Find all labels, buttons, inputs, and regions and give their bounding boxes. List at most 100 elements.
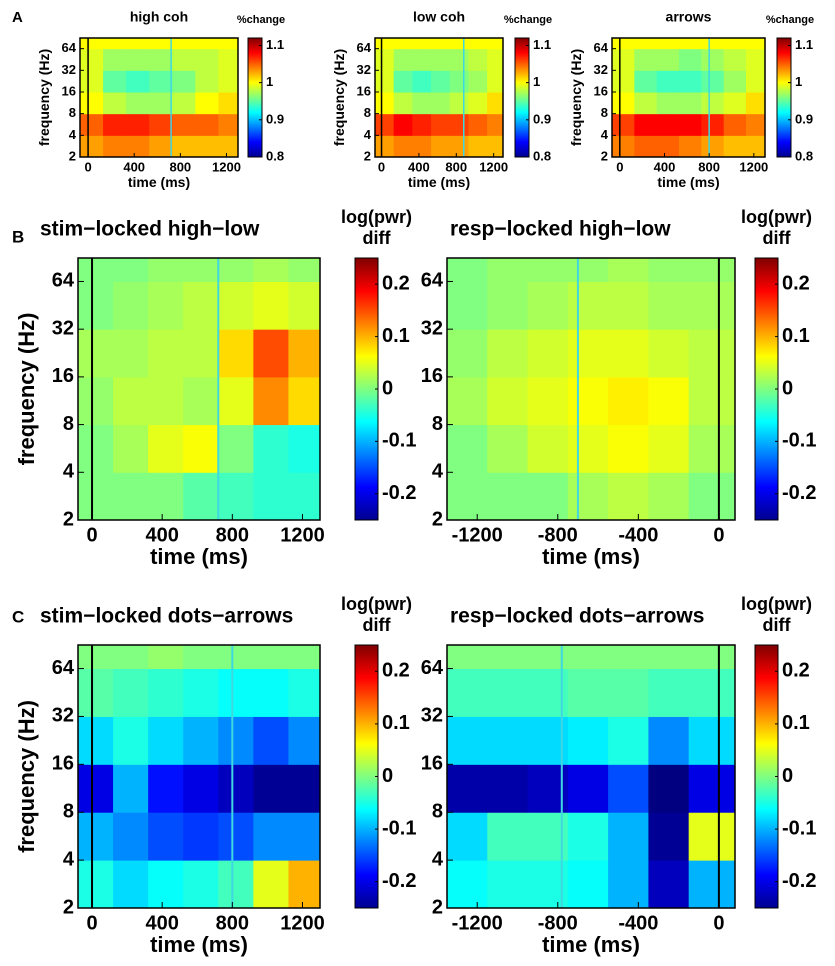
y-tick-label: 64	[421, 657, 444, 679]
y-tick-label: 2	[63, 508, 74, 530]
colorbar-tick-label: 0.1	[782, 325, 810, 347]
heatmap-cell	[288, 258, 321, 282]
heatmap-cell	[412, 48, 432, 71]
heatmap-cell	[701, 91, 725, 115]
heatmap-cell	[103, 91, 127, 115]
heatmap-cell	[608, 764, 649, 813]
heatmap-cell	[183, 258, 219, 282]
heatmap-cell	[113, 716, 149, 765]
heatmap-cell	[487, 258, 529, 282]
heatmap-cell	[447, 281, 488, 330]
heatmap-cell	[634, 135, 658, 158]
heatmap-cell	[608, 258, 649, 282]
heatmap-cell	[723, 48, 747, 71]
colorbar-tick-label: 0.2	[382, 272, 410, 294]
plot-frame	[446, 257, 736, 521]
y-tick-label: 64	[594, 40, 609, 55]
y-tick-label: 8	[432, 413, 443, 435]
panel-title: stim−locked dots−arrows	[40, 605, 293, 628]
y-tick-label: 2	[432, 508, 443, 530]
heatmap-cell	[288, 376, 321, 426]
heatmap-cell	[468, 70, 488, 93]
heatmap-cell	[183, 376, 219, 426]
heatmap-cell	[172, 135, 196, 158]
x-tick-label: -1200	[452, 524, 503, 546]
colorbar-label: %change	[504, 14, 552, 26]
heatmap-cell	[431, 113, 451, 136]
heatmap-cell	[527, 376, 569, 426]
heatmap-cell	[375, 70, 395, 93]
heatmap-cell	[148, 258, 184, 282]
heatmap-cell	[288, 812, 321, 861]
heatmap-cell	[80, 38, 104, 50]
colorbar-tick-label: 1	[266, 74, 273, 89]
heatmap-cell	[487, 135, 504, 158]
heatmap-cell	[218, 645, 254, 670]
x-tick-label: 400	[654, 160, 676, 175]
heatmap-cell	[288, 764, 321, 813]
heatmap-cell	[253, 716, 289, 765]
heatmap-cell	[78, 424, 114, 473]
heatmap-cell	[648, 764, 690, 813]
heatmap-cell	[688, 424, 736, 473]
x-axis-label: time (ms)	[408, 174, 470, 190]
heatmap-cell	[253, 812, 289, 861]
x-tick-label: 0	[378, 160, 385, 175]
colorbar-label: %change	[237, 14, 285, 26]
heatmap-cell	[449, 91, 469, 115]
heatmap-cell	[656, 113, 680, 136]
heatmap-cell	[218, 424, 254, 473]
heatmap-cell	[567, 764, 609, 813]
plot-frame	[446, 644, 736, 909]
x-axis-label: time (ms)	[150, 544, 248, 569]
panel-title: resp−locked high−low	[450, 218, 671, 241]
heatmap-cell	[288, 281, 321, 330]
heatmap-cell	[375, 91, 395, 115]
panel-title: high coh	[130, 9, 188, 25]
heatmap-cell	[218, 281, 254, 330]
heatmap-cell	[723, 70, 747, 93]
heatmap-cell	[612, 48, 635, 71]
heatmap-cell	[447, 424, 488, 473]
y-tick-label: 8	[601, 105, 608, 120]
heatmap-cell	[218, 91, 239, 115]
colorbar-label: log(pwr)	[341, 207, 412, 227]
heatmap-cell	[608, 812, 649, 861]
heatmap-cell	[412, 135, 432, 158]
y-axis-label: frequency (Hz)	[568, 49, 584, 146]
heatmap-cell	[447, 764, 488, 813]
heatmap-cell	[218, 135, 239, 158]
heatmap-cell	[393, 113, 413, 136]
heatmap-cell	[449, 113, 469, 136]
heatmap-cell	[148, 645, 184, 670]
heatmap-cell	[746, 91, 766, 115]
y-tick-label: 64	[52, 270, 75, 292]
plot-frame	[79, 37, 239, 158]
heatmap-cell	[612, 91, 635, 115]
heatmap-cell	[78, 645, 114, 670]
heatmap-cell	[679, 70, 702, 93]
heatmap-cell	[78, 716, 114, 765]
heatmap-cell	[746, 70, 766, 93]
heatmap-cell	[746, 38, 766, 50]
x-tick-label: 0	[616, 160, 623, 175]
heatmap-cell	[218, 113, 239, 136]
heatmap-cell	[487, 113, 504, 136]
colorbar	[776, 37, 792, 158]
heatmap-cell	[253, 764, 289, 813]
heatmap-cell	[195, 38, 219, 50]
panel-title: resp−locked dots−arrows	[450, 605, 704, 628]
heatmap-cell	[253, 281, 289, 330]
heatmap-cell	[183, 716, 219, 765]
heatmap-cell	[648, 329, 690, 378]
heatmap-cell	[183, 424, 219, 473]
colorbar-label: diff	[363, 228, 392, 248]
heatmap-cell	[148, 860, 184, 909]
y-tick-label: 4	[69, 127, 77, 142]
heatmap-cell	[487, 48, 504, 71]
heatmap-cell	[80, 113, 104, 136]
heatmap-cell	[148, 376, 184, 426]
y-tick-label: 16	[421, 753, 443, 775]
heatmap-cell	[449, 70, 469, 93]
heatmap-cell	[113, 376, 149, 426]
